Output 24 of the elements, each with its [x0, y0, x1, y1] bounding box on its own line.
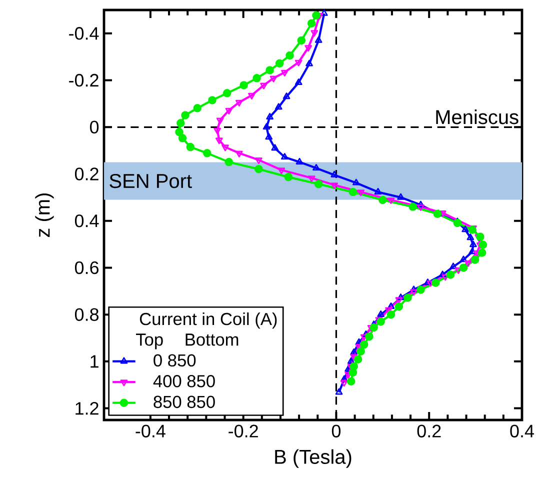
- x-axis-title: B (Tesla): [275, 449, 352, 468]
- y-tick-label: -0.2: [69, 74, 98, 87]
- y-axis-title: z (m): [35, 193, 54, 237]
- annotation: Top: [136, 334, 163, 350]
- x-tick-label: -0.2: [228, 424, 258, 438]
- x-tick-label: 0: [332, 424, 341, 438]
- y-tick-label: 0.2: [74, 168, 98, 180]
- legend-title: Current in Coil (A): [140, 312, 277, 329]
- x-tick-label: 0.4: [510, 424, 534, 438]
- band-label: SEN Port: [110, 174, 192, 188]
- y-tick-label: 0.4: [74, 214, 99, 228]
- legend-label: 850 850: [154, 396, 215, 408]
- legend-label: 0 850: [154, 354, 196, 367]
- y-tick-label: 0.6: [74, 261, 98, 274]
- y-tick-label: 0: [90, 120, 99, 134]
- y-tick-label: 0.8: [74, 308, 98, 321]
- y-tick-label: 1: [90, 355, 98, 368]
- y-tick-label: -0.4: [69, 27, 99, 40]
- x-tick-label: 0.2: [417, 424, 441, 438]
- y-tick-label: 1.2: [76, 402, 98, 415]
- x-tick-label: -0.4: [136, 424, 166, 438]
- legend-label: 400 850: [153, 375, 215, 388]
- annotation: Bottom: [186, 334, 238, 346]
- ref-line-label: Meniscus: [436, 110, 518, 124]
